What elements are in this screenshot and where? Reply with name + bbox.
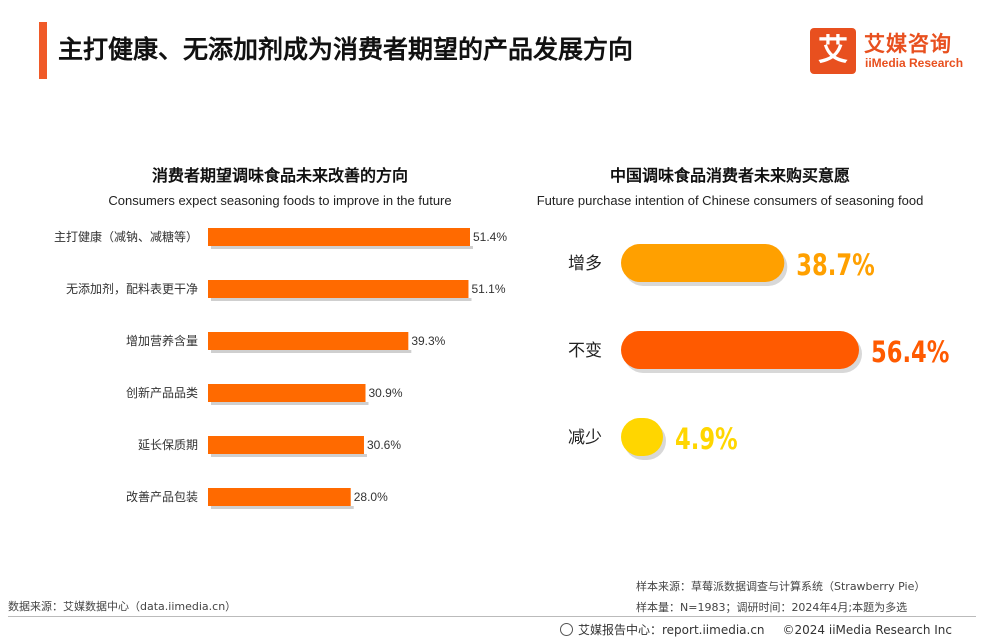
page-title: 主打健康、无添加剂成为消费者期望的产品发展方向 <box>58 35 634 64</box>
intention-bar <box>621 418 663 456</box>
bar <box>208 384 366 402</box>
left-chart-title: 消费者期望调味食品未来改善的方向 <box>151 166 408 185</box>
category-label: 延长保质期 <box>138 438 198 452</box>
purchase-intention-chart: 增多 38.7% 不变 56.4% 减少 4.9% <box>568 244 949 460</box>
category-label: 无添加剂，配料表更干净 <box>66 281 198 296</box>
report-center-icon <box>560 623 573 636</box>
intention-value: 38.7% <box>796 249 874 282</box>
data-label: 39.3% <box>411 334 445 348</box>
bar-shadow <box>211 246 473 249</box>
sample-info-note: 样本量：N=1983；调研时间：2024年4月;本题为多选 <box>636 601 908 614</box>
bar-shadow <box>211 506 354 509</box>
data-source-note: 数据来源：艾媒数据中心（data.iimedia.cn） <box>8 600 237 613</box>
bar <box>208 228 470 246</box>
intention-value: 4.9% <box>675 423 738 456</box>
intention-label: 不变 <box>568 341 602 361</box>
bar <box>208 280 469 298</box>
report-center-link[interactable]: 艾媒报告中心：report.iimedia.cn <box>578 623 765 637</box>
data-label: 51.1% <box>471 282 505 296</box>
left-chart-subtitle: Consumers expect seasoning foods to impr… <box>108 193 452 208</box>
bar-shadow <box>211 350 412 353</box>
intention-bar <box>621 331 859 369</box>
bar <box>208 436 364 454</box>
logo-text-cn: 艾媒咨询 <box>864 32 952 56</box>
intention-bar <box>621 244 785 282</box>
data-label: 30.6% <box>367 438 401 452</box>
intention-label: 增多 <box>568 254 602 274</box>
improvement-bar-chart: 主打健康（减钠、减糖等） 51.4% 无添加剂，配料表更干净 51.1% 增加营养含量 3… <box>54 228 507 509</box>
copyright-text: ©2024 iiMedia Research Inc <box>782 623 953 637</box>
category-label: 主打健康（减钠、减糖等） <box>54 229 198 244</box>
sample-source-note: 样本来源：草莓派数据调查与计算系统（Strawberry Pie） <box>636 580 926 593</box>
intention-value: 56.4% <box>871 336 949 369</box>
category-label: 增加营养含量 <box>126 333 198 348</box>
category-label: 改善产品包装 <box>126 489 198 504</box>
bar-shadow <box>211 454 367 457</box>
right-chart-title: 中国调味食品消费者未来购买意愿 <box>609 166 850 185</box>
logo-text-en: iiMedia Research <box>865 56 964 70</box>
bar <box>208 488 351 506</box>
data-label: 30.9% <box>369 386 403 400</box>
logo-mark-icon: 艾 <box>810 28 856 74</box>
right-chart-subtitle: Future purchase intention of Chinese con… <box>536 193 924 208</box>
bar-shadow <box>211 402 369 405</box>
category-label: 创新产品品类 <box>126 385 198 400</box>
bar-shadow <box>211 298 472 301</box>
intention-label: 减少 <box>568 428 602 448</box>
data-label: 28.0% <box>354 490 388 504</box>
data-label: 51.4% <box>473 230 507 244</box>
footer-bar: 艾媒报告中心：report.iimedia.cn ©2024 iiMedia Re… <box>560 621 952 638</box>
footer-divider <box>8 616 976 617</box>
bar <box>208 332 409 350</box>
title-accent-bar <box>39 22 47 79</box>
brand-logo: 艾 艾媒咨询 iiMedia Research <box>810 28 970 74</box>
